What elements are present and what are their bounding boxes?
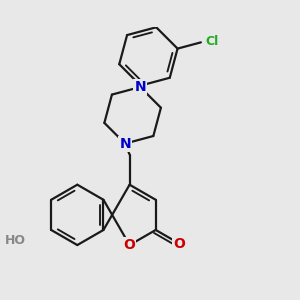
Text: N: N — [119, 136, 131, 151]
Text: O: O — [124, 238, 136, 252]
Text: N: N — [134, 80, 146, 94]
Text: HO: HO — [5, 234, 26, 247]
Text: O: O — [173, 236, 185, 250]
Text: Cl: Cl — [205, 35, 218, 48]
